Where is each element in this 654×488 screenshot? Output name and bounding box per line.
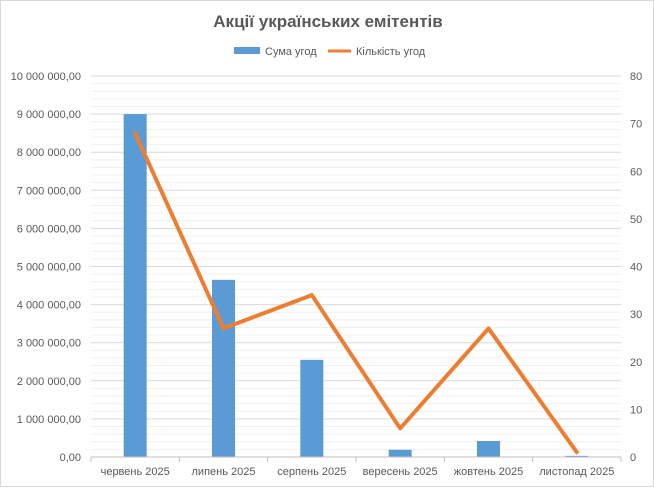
chart-title: Акції українських емітентів — [213, 12, 442, 31]
legend-label-line: Кількість угод — [356, 46, 426, 58]
y-left-tick-label: 0,00 — [60, 452, 81, 464]
y-left-tick-label: 1 000 000,00 — [17, 414, 81, 426]
bar — [124, 114, 147, 457]
x-tick-label: вересень 2025 — [363, 466, 438, 478]
y-left-tick-label: 4 000 000,00 — [17, 300, 81, 312]
y-left-tick-label: 10 000 000,00 — [11, 71, 81, 83]
y-left-tick-label: 3 000 000,00 — [17, 338, 81, 350]
x-tick-label: жовтень 2025 — [454, 466, 523, 478]
y-left-tick-label: 5 000 000,00 — [17, 262, 81, 274]
bar — [477, 441, 500, 457]
y-right-tick-label: 0 — [630, 452, 636, 464]
y-left-tick-label: 9 000 000,00 — [17, 109, 81, 121]
legend-swatch-bar — [234, 47, 260, 54]
y-left-tick-label: 2 000 000,00 — [17, 376, 81, 388]
x-tick-label: серпень 2025 — [277, 466, 346, 478]
y-right-tick-label: 40 — [630, 262, 642, 274]
y-right-tick-label: 10 — [630, 404, 642, 416]
count-line — [135, 133, 577, 452]
bar — [389, 450, 412, 457]
y-left-tick-label: 8 000 000,00 — [17, 147, 81, 159]
x-tick-label: липень 2025 — [192, 466, 256, 478]
x-tick-label: листопад 2025 — [539, 466, 614, 478]
legend-label-bar: Сума угод — [265, 46, 317, 58]
y-left-tick-label: 6 000 000,00 — [17, 223, 81, 235]
x-tick-label: червень 2025 — [101, 466, 170, 478]
y-right-tick-label: 30 — [630, 309, 642, 321]
y-right-tick-label: 60 — [630, 166, 642, 178]
legend: Сума угод Кількість угод — [234, 46, 426, 58]
y-right-tick-label: 50 — [630, 214, 642, 226]
y-left-tick-label: 7 000 000,00 — [17, 185, 81, 197]
y-right-tick-label: 20 — [630, 357, 642, 369]
bar — [300, 360, 323, 457]
y-right-tick-label: 70 — [630, 119, 642, 131]
y-right-tick-label: 80 — [630, 71, 642, 83]
